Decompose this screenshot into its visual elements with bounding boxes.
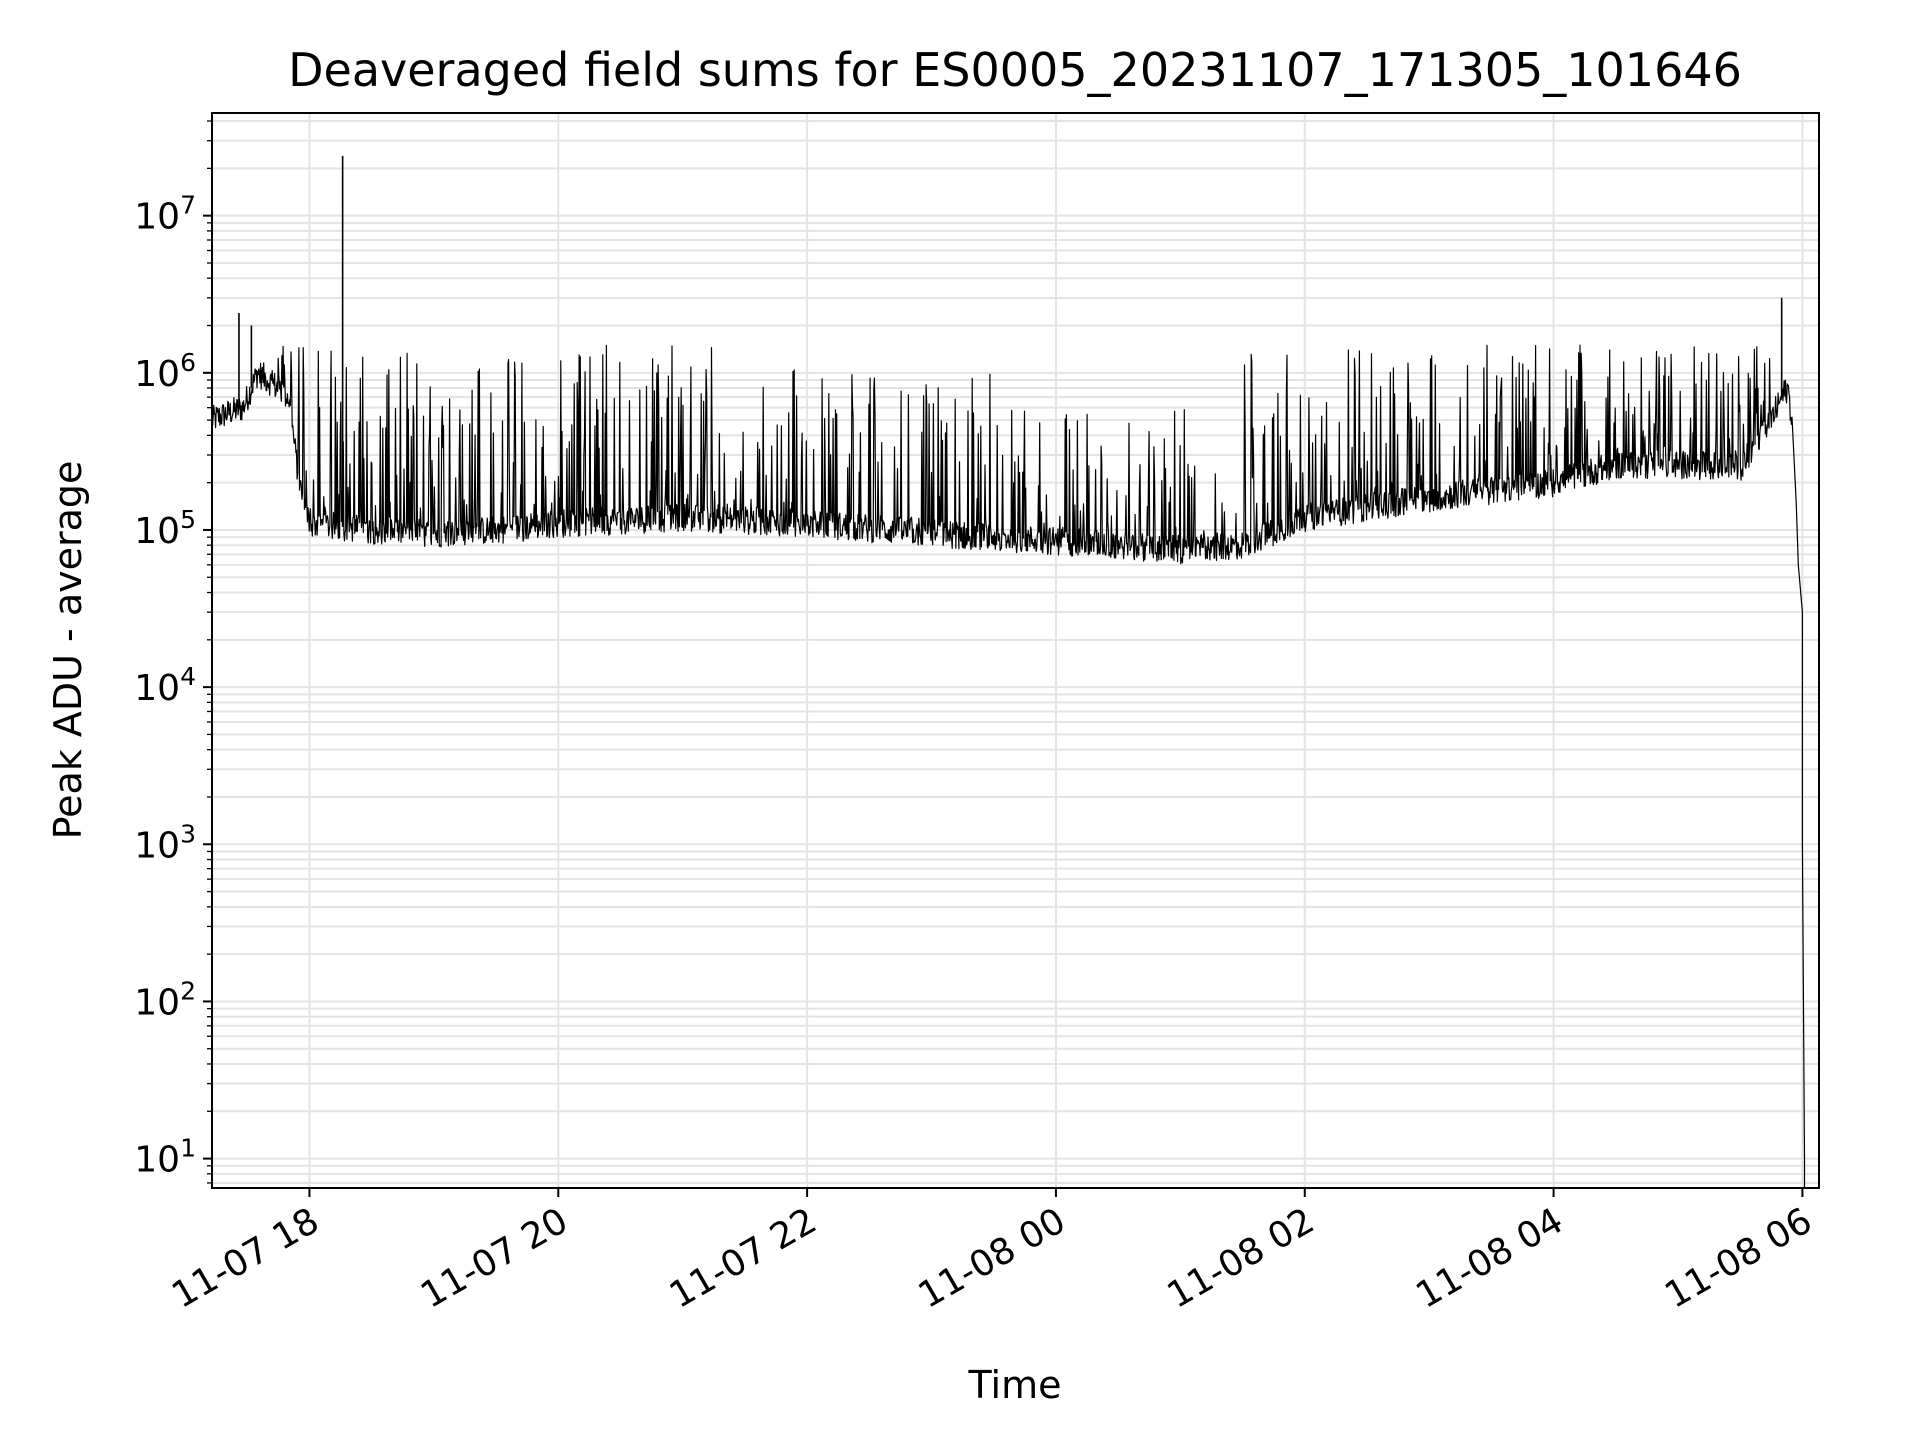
y-tick-label: 107 — [134, 191, 196, 238]
y-tick-label: 105 — [134, 505, 196, 552]
y-tick-label: 102 — [134, 976, 196, 1023]
y-tick-label-exp: 4 — [180, 662, 196, 691]
y-tick-label-exp: 1 — [180, 1134, 196, 1163]
chart-title: Deaveraged field sums for ES0005_2023110… — [288, 43, 1742, 97]
y-tick-label-exp: 2 — [180, 976, 196, 1005]
y-tick-label-base: 10 — [134, 197, 180, 238]
y-tick-label-base: 10 — [134, 354, 180, 395]
y-tick-label-exp: 6 — [180, 348, 196, 377]
y-tick-label-base: 10 — [134, 668, 180, 709]
series-line — [211, 344, 1806, 1188]
y-tick-label: 103 — [134, 819, 196, 866]
y-tick-label: 106 — [134, 348, 196, 395]
y-tick-label: 104 — [134, 662, 196, 709]
y-tick-label-base: 10 — [134, 511, 180, 552]
series-layer — [211, 155, 1806, 1188]
y-tick-label-exp: 3 — [180, 819, 196, 848]
y-tick-label-base: 10 — [134, 982, 180, 1023]
y-axis-label: Peak ADU - average — [46, 461, 90, 840]
y-tick-label-base: 10 — [134, 825, 180, 866]
y-tick-label-exp: 5 — [180, 505, 196, 534]
x-axis-label: Time — [968, 1363, 1062, 1407]
y-tick-label-base: 10 — [134, 1140, 180, 1181]
plot-frame — [211, 112, 1820, 1189]
y-tick-label: 101 — [134, 1134, 196, 1181]
y-tick-label-exp: 7 — [180, 191, 196, 220]
